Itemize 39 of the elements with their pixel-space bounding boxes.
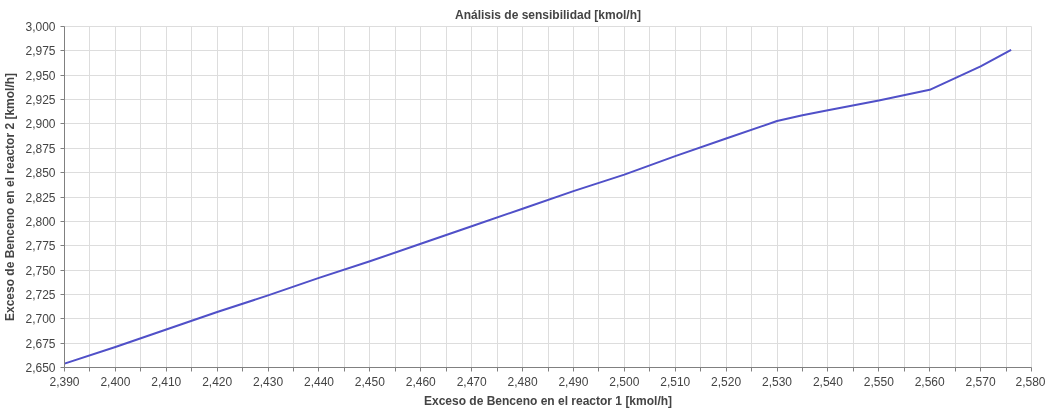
- y-tick-label: 2,950: [25, 68, 56, 83]
- y-tick-label: 2,825: [25, 190, 56, 205]
- x-tick-label: 2,560: [914, 374, 946, 389]
- x-tick-label: 2,550: [863, 374, 895, 389]
- y-tick-label: 3,000: [25, 20, 56, 34]
- x-tick-label: 2,460: [405, 374, 437, 389]
- chart-title: Análisis de sensibilidad [kmol/h]: [454, 7, 642, 22]
- x-tick-label: 2,470: [456, 374, 487, 389]
- x-tick-label: 2,420: [202, 374, 233, 389]
- x-tick-label: 2,400: [100, 374, 131, 389]
- y-tick-label: 2,725: [25, 287, 56, 302]
- x-axis-title: Exceso de Benceno en el reactor 1 [kmol/h]: [423, 393, 673, 408]
- x-tick-label: 2,500: [609, 374, 640, 389]
- x-tick-label: 2,580: [1015, 374, 1046, 389]
- x-tick-label: 2,440: [303, 374, 335, 389]
- x-tick-label: 2,490: [558, 374, 589, 389]
- x-tick-label: 2,510: [660, 374, 691, 389]
- y-tick-label: 2,700: [25, 312, 56, 327]
- x-tick-label: 2,390: [49, 374, 80, 389]
- x-tick-label: 2,410: [151, 374, 182, 389]
- x-tick-label: 2,430: [253, 374, 284, 389]
- line-series: [64, 48, 1013, 365]
- y-tick-label: 2,900: [25, 117, 56, 132]
- x-tick-label: 2,450: [354, 374, 386, 389]
- y-tick-label: 2,775: [25, 239, 56, 254]
- x-tick-label: 2,480: [507, 374, 538, 389]
- y-tick-label: 2,800: [25, 214, 56, 229]
- y-tick-label: 2,650: [25, 361, 56, 375]
- y-tick-label: 2,750: [25, 263, 56, 278]
- x-tick-label: 2,570: [965, 374, 996, 389]
- y-tick-label: 2,850: [25, 166, 56, 181]
- x-tick-label: 2,530: [762, 374, 793, 389]
- y-tick-label: 2,925: [25, 93, 56, 108]
- x-tick-label: 2,540: [812, 374, 844, 389]
- y-tick-label: 2,675: [25, 336, 56, 351]
- y-tick-label: 2,875: [25, 141, 56, 156]
- x-tick-label: 2,520: [711, 374, 742, 389]
- y-axis-title: Exceso de Benceno en el reactor 2 [kmol/h]: [3, 72, 18, 322]
- y-tick-label: 2,975: [25, 44, 56, 59]
